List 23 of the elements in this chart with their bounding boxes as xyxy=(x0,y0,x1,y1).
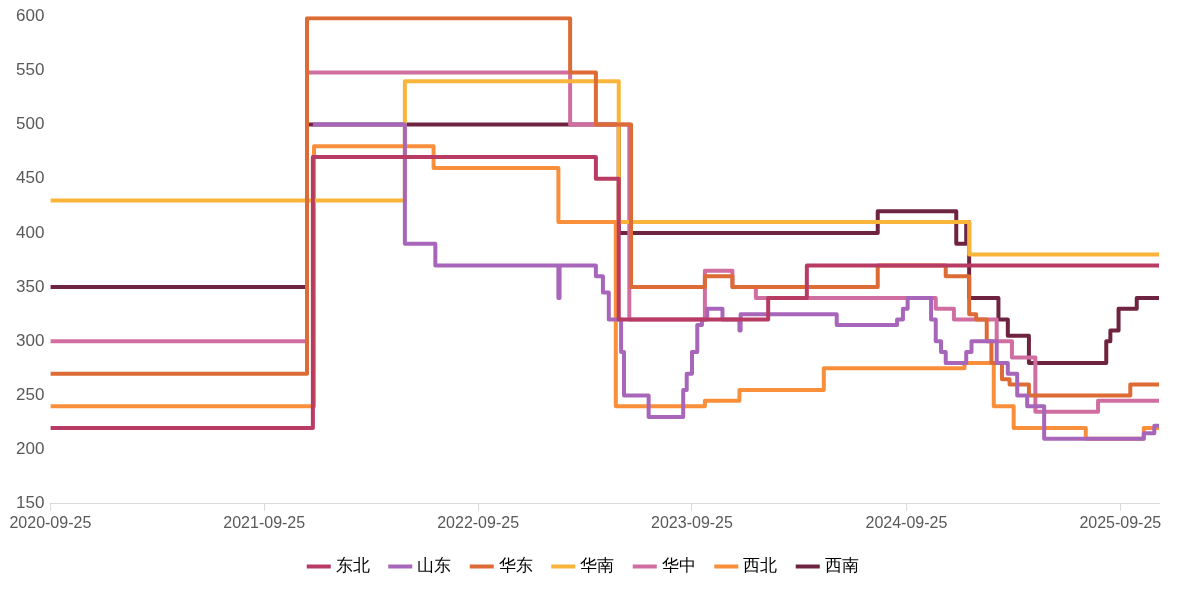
y-tick-label: 450 xyxy=(15,168,45,188)
x-tick-label: 2021-09-25 xyxy=(223,513,306,531)
y-tick-label: 400 xyxy=(15,222,45,242)
legend-label: 山东 xyxy=(417,554,452,575)
y-tick-label: 600 xyxy=(15,5,45,25)
x-tick-label: 2023-09-25 xyxy=(651,513,734,531)
y-tick-label: 300 xyxy=(15,330,45,350)
y-tick-label: 150 xyxy=(15,493,45,513)
legend-label: 华南 xyxy=(580,554,615,575)
y-tick-label: 350 xyxy=(15,276,45,296)
x-tick-label: 2024-09-25 xyxy=(865,513,948,531)
legend-label: 西南 xyxy=(824,554,859,575)
x-tick-label: 2022-09-25 xyxy=(437,513,520,531)
legend-label: 华东 xyxy=(498,554,533,575)
y-tick-label: 250 xyxy=(15,385,45,405)
y-tick-label: 550 xyxy=(15,60,45,80)
x-tick-label: 2025-09-25 xyxy=(1079,513,1162,531)
x-tick-label: 2020-09-25 xyxy=(9,513,92,531)
y-tick-label: 500 xyxy=(15,114,45,134)
legend-label: 东北 xyxy=(335,554,370,575)
y-tick-label: 200 xyxy=(15,439,45,459)
legend-label: 西北 xyxy=(743,554,778,575)
legend-label: 华中 xyxy=(661,554,696,575)
